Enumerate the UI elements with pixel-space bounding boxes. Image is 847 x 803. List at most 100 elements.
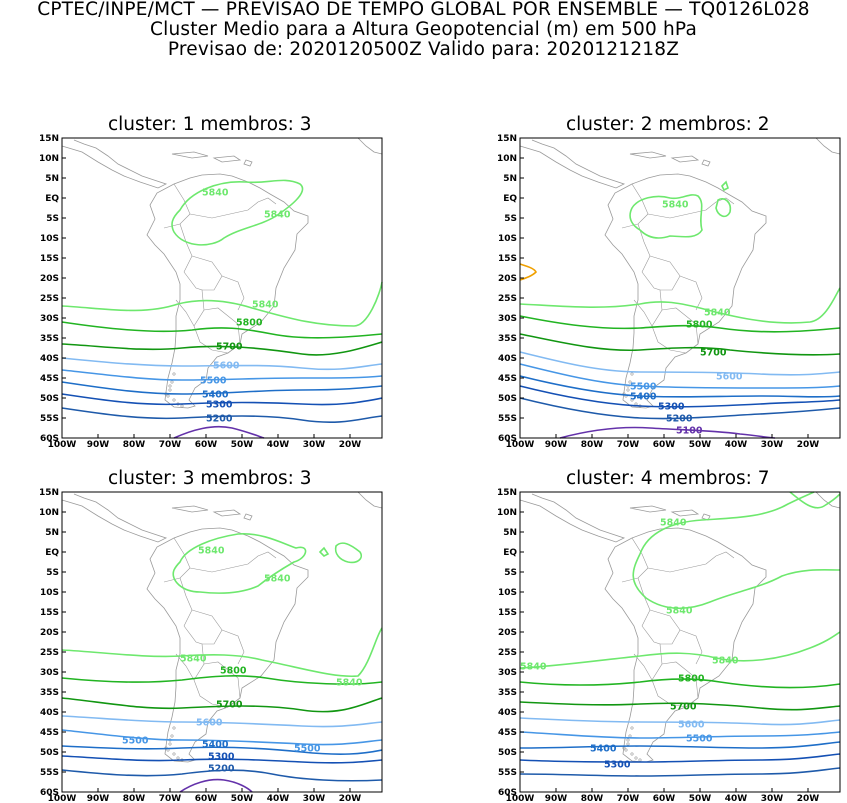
lat-tick-label: 25S bbox=[40, 648, 59, 658]
contour-line-5840 bbox=[519, 287, 841, 324]
fjord-island bbox=[170, 380, 174, 384]
lat-tick-label: 10S bbox=[40, 234, 59, 244]
lon-tick-label: 60W bbox=[653, 440, 676, 450]
fjord-island bbox=[168, 384, 172, 388]
caribbean-island bbox=[171, 151, 209, 159]
lat-tick-label: 55S bbox=[40, 768, 59, 778]
map-frame bbox=[61, 137, 383, 439]
fjord-island bbox=[172, 372, 176, 376]
caribbean-island bbox=[629, 505, 667, 513]
lat-tick-label: 60S bbox=[40, 434, 59, 444]
contour-line-5700 bbox=[519, 333, 841, 356]
country-border bbox=[191, 255, 223, 291]
fjord-island bbox=[168, 742, 172, 746]
contour-line-5700 bbox=[61, 341, 383, 356]
lat-tick-label: 25S bbox=[498, 294, 517, 304]
header-title: CPTEC/INPE/MCT — PREVISAO DE TEMPO GLOBA… bbox=[37, 0, 810, 20]
fjord-island bbox=[634, 402, 638, 406]
country-border bbox=[203, 661, 241, 699]
country-border bbox=[637, 223, 651, 273]
contour-label-5600: 5600 bbox=[716, 372, 743, 383]
lat-tick-label: 15N bbox=[39, 134, 59, 144]
caribbean-island bbox=[629, 151, 667, 159]
contour-line-5300 bbox=[519, 753, 841, 763]
fjord-island bbox=[166, 394, 170, 398]
lon-tick-label: 70W bbox=[617, 794, 640, 803]
contour-line-5300 bbox=[61, 755, 383, 764]
lon-tick-label: 50W bbox=[689, 440, 712, 450]
lat-tick-label: 40S bbox=[40, 708, 59, 718]
map-frame bbox=[61, 491, 383, 793]
lat-tick-label: EQ bbox=[45, 548, 59, 558]
country-border bbox=[647, 201, 717, 219]
contour-label-5800: 5800 bbox=[220, 666, 247, 677]
map-frame bbox=[519, 491, 841, 793]
south-america-coastline bbox=[146, 527, 309, 763]
contour-label-5500: 5500 bbox=[294, 744, 321, 755]
lon-tick-label: 40W bbox=[725, 794, 748, 803]
lat-tick-label: 5N bbox=[45, 174, 59, 184]
country-border bbox=[189, 201, 259, 219]
contour-line-5300 bbox=[519, 385, 841, 408]
contour-line-5800 bbox=[519, 315, 841, 333]
lat-tick-label: 50S bbox=[498, 748, 517, 758]
lon-tick-label: 50W bbox=[689, 794, 712, 803]
fjord-island bbox=[628, 734, 632, 738]
fjord-island bbox=[172, 752, 176, 756]
lat-tick-label: 15N bbox=[39, 488, 59, 498]
contour-line-5500 bbox=[519, 363, 841, 389]
contour-label-5600: 5600 bbox=[213, 361, 240, 372]
lat-tick-label: 45S bbox=[498, 728, 517, 738]
lon-tick-label: 50W bbox=[231, 794, 254, 803]
country-border bbox=[649, 255, 681, 291]
contour-line-5600 bbox=[61, 357, 383, 371]
contour-line-5500 bbox=[61, 369, 383, 381]
fjord-island bbox=[626, 742, 630, 746]
lat-tick-label: 10N bbox=[39, 154, 59, 164]
contour-line-5200 bbox=[519, 397, 841, 420]
lon-tick-label: 30W bbox=[303, 794, 326, 803]
lon-tick-label: 40W bbox=[267, 440, 290, 450]
lon-tick-label: 20W bbox=[339, 440, 362, 450]
lon-tick-label: 20W bbox=[339, 794, 362, 803]
fjord-island bbox=[628, 380, 632, 384]
lon-tick-label: 90W bbox=[87, 440, 110, 450]
country-border bbox=[183, 271, 205, 327]
map-geography bbox=[61, 491, 383, 763]
panel-3-map: 5840 5840 5840 5840 5800 5700 5600 5500 5500 5400… bbox=[39, 488, 383, 803]
africa-coastline bbox=[357, 137, 383, 155]
country-border bbox=[715, 197, 735, 205]
lon-tick-label: 80W bbox=[581, 440, 604, 450]
country-border bbox=[179, 577, 193, 627]
caribbean-island bbox=[212, 509, 242, 517]
lon-tick-label: 90W bbox=[87, 794, 110, 803]
lat-tick-label: 45S bbox=[498, 374, 517, 384]
country-border bbox=[715, 551, 735, 559]
contour-line-5600 bbox=[519, 351, 841, 376]
country-border bbox=[257, 551, 277, 559]
contour-line-5840 bbox=[639, 491, 815, 555]
lat-tick-label: EQ bbox=[45, 194, 59, 204]
lat-tick-label: 60S bbox=[40, 788, 59, 798]
panel-4-title: cluster: 4 membros: 7 bbox=[566, 468, 770, 489]
contour-line-5100 bbox=[173, 425, 265, 439]
contour-label-5600: 5600 bbox=[196, 718, 223, 729]
contour-line-5200 bbox=[61, 407, 383, 423]
lat-tick-label: 20S bbox=[498, 274, 517, 284]
lat-tick-label: 40S bbox=[498, 354, 517, 364]
contour-line-5840 bbox=[172, 533, 307, 594]
contour-label-5840: 5840 bbox=[264, 210, 291, 221]
contour-label-5400: 5400 bbox=[590, 744, 617, 755]
contour-line-5800 bbox=[61, 321, 383, 339]
contour-label-5500: 5500 bbox=[630, 382, 657, 393]
contour-label-5840: 5840 bbox=[662, 200, 689, 211]
contour-label-5300: 5300 bbox=[658, 402, 685, 413]
contour-label-5840: 5840 bbox=[704, 308, 731, 319]
lat-tick-label: 20S bbox=[498, 628, 517, 638]
lat-tick-label: 60S bbox=[498, 788, 517, 798]
lat-tick-label: 30S bbox=[498, 314, 517, 324]
country-border bbox=[191, 609, 223, 645]
contour-label-5700: 5700 bbox=[216, 342, 243, 353]
lat-tick-label: 15N bbox=[497, 134, 517, 144]
